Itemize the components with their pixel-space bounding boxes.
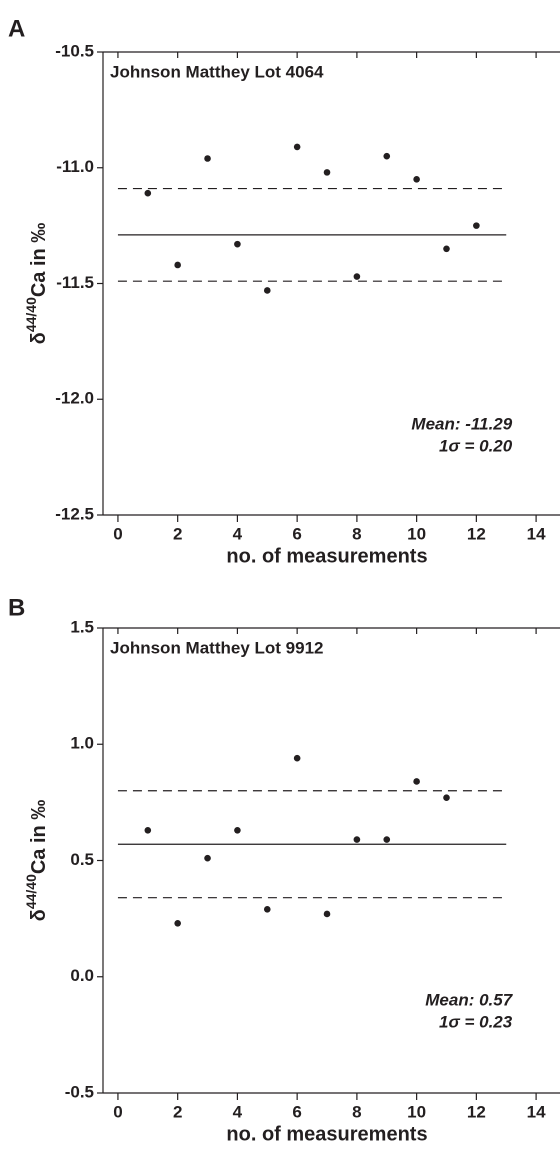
data-point xyxy=(234,826,241,834)
data-point xyxy=(204,854,211,862)
y-tick-label: 0.0 xyxy=(70,966,94,985)
data-point xyxy=(413,778,420,785)
annotation: 1σ = 0.23 xyxy=(439,1012,513,1031)
data-point xyxy=(263,287,271,294)
data-point xyxy=(353,273,361,280)
y-tick-label: 0.5 xyxy=(70,850,94,869)
y-axis-label-part: Ca in ‰ xyxy=(28,800,50,874)
data-point xyxy=(323,169,331,176)
data-point xyxy=(413,176,420,183)
y-tick-label: 1.0 xyxy=(70,734,94,753)
x-tick-label: 12 xyxy=(467,524,486,543)
x-tick-label: 6 xyxy=(292,1102,301,1121)
x-tick-label: 0 xyxy=(113,1102,122,1121)
data-point xyxy=(353,836,361,843)
data-point xyxy=(174,261,181,269)
data-point xyxy=(443,245,450,253)
data-point xyxy=(144,189,152,197)
y-axis-label-part: δ xyxy=(28,332,50,344)
x-tick-label: 4 xyxy=(233,1102,243,1121)
x-tick-label: 10 xyxy=(407,524,426,543)
x-tick-label: 0 xyxy=(113,524,122,543)
y-tick-label: -12.0 xyxy=(55,389,94,408)
x-tick-label: 8 xyxy=(352,1102,361,1121)
y-tick-label: 1.5 xyxy=(70,617,94,636)
annotation: Mean: 0.57 xyxy=(425,990,513,1009)
y-axis-label-part: Ca in ‰ xyxy=(28,223,50,297)
y-axis-label: δ44/40Ca in ‰ xyxy=(23,800,51,922)
data-point xyxy=(144,826,152,834)
x-tick-label: 2 xyxy=(173,1102,182,1121)
y-tick-label: -10.5 xyxy=(55,41,94,60)
data-point xyxy=(383,836,391,843)
data-point xyxy=(204,155,211,162)
annotation: Mean: -11.29 xyxy=(411,414,512,433)
y-axis-label-part: 44/40 xyxy=(23,297,39,332)
x-tick-label: 10 xyxy=(407,1102,426,1121)
panel-label: B xyxy=(8,594,25,621)
data-point xyxy=(293,143,301,151)
x-tick-label: 14 xyxy=(527,1102,546,1121)
x-tick-label: 2 xyxy=(173,524,182,543)
y-tick-label: -0.5 xyxy=(65,1082,94,1101)
data-point xyxy=(234,240,241,248)
data-point xyxy=(293,754,301,762)
x-axis-label: no. of measurements xyxy=(226,545,427,567)
x-tick-label: 12 xyxy=(467,1102,486,1121)
y-axis-label-part: δ xyxy=(28,909,50,921)
annotation: 1σ = 0.20 xyxy=(439,436,513,455)
chart-title: Johnson Matthey Lot 4064 xyxy=(110,62,324,81)
x-tick-label: 6 xyxy=(292,524,301,543)
chart-title: Johnson Matthey Lot 9912 xyxy=(110,638,323,657)
x-tick-label: 14 xyxy=(527,524,546,543)
y-tick-label: -11.5 xyxy=(56,273,94,292)
data-point xyxy=(174,919,181,927)
data-point xyxy=(323,910,331,918)
x-tick-label: 4 xyxy=(233,524,243,543)
y-axis-label-part: 44/40 xyxy=(23,874,39,909)
panel-label: A xyxy=(8,15,25,42)
x-tick-label: 8 xyxy=(352,524,361,543)
y-tick-label: -12.5 xyxy=(55,504,94,523)
y-axis-label: δ44/40Ca in ‰ xyxy=(23,223,51,345)
data-point xyxy=(383,152,391,160)
x-axis-label: no. of measurements xyxy=(226,1123,427,1145)
data-point xyxy=(263,906,271,913)
data-point xyxy=(443,794,450,802)
data-point xyxy=(473,222,480,229)
y-tick-label: -11.0 xyxy=(56,157,94,176)
